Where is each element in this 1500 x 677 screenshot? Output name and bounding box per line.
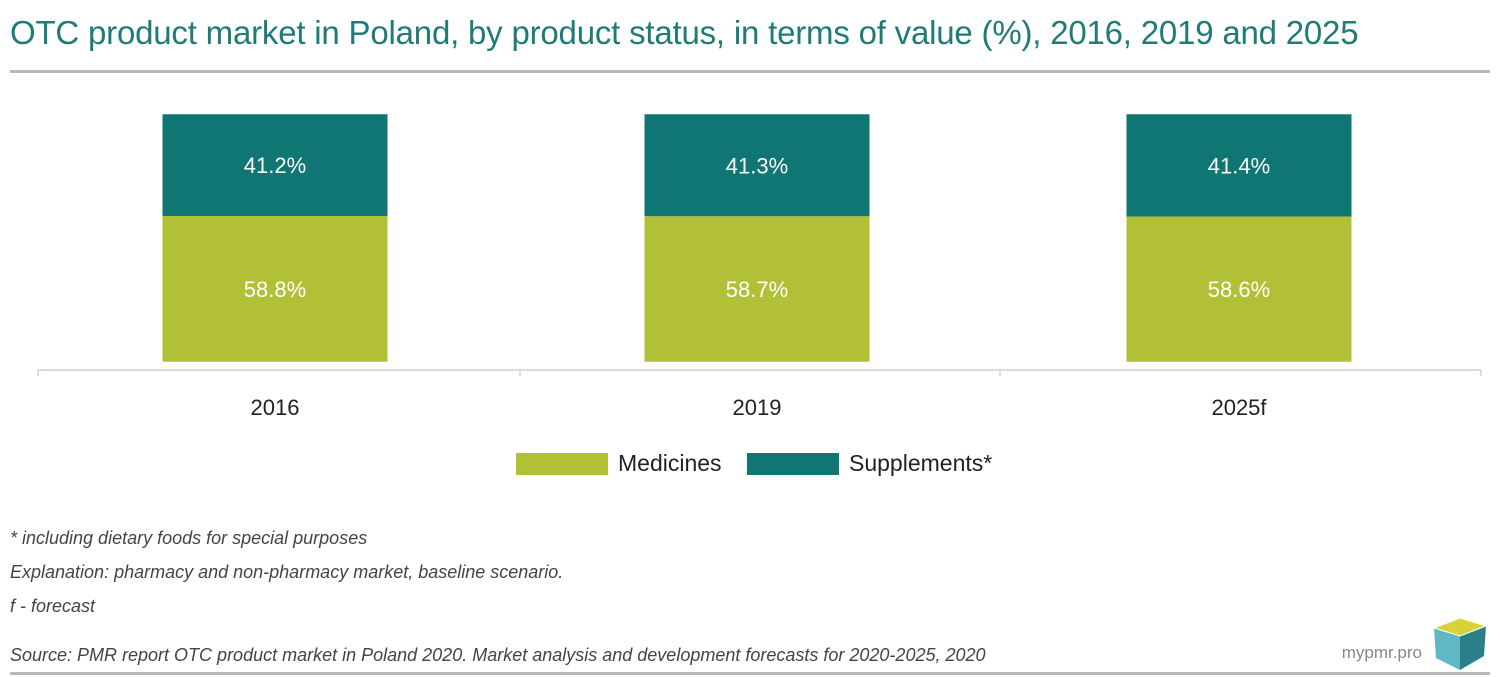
explanation-note: Explanation: pharmacy and non-pharmacy m… [10, 562, 564, 582]
bar-medicines-2016 [162, 216, 388, 362]
source-note: Source: PMR report OTC product market in… [10, 645, 986, 665]
forecast-note: f - forecast [10, 596, 96, 616]
footer-divider [10, 672, 1490, 675]
legend-label-supplements: Supplements* [849, 450, 993, 476]
bar-supplements-2019 [644, 114, 870, 217]
stacked-bar-chart: 58.8% 41.2% 2016 58.7% 41.3% 2019 58.6% 41.4% 20… [37, 114, 1482, 420]
bar-medicines-2025f [1126, 216, 1352, 362]
legend-item-medicines: Medicines [516, 450, 722, 477]
legend-label-medicines: Medicines [618, 450, 722, 476]
data-label-medicines-2019: 58.7% [726, 277, 788, 302]
legend-swatch-medicines [516, 452, 608, 475]
data-label-supplements-2019: 41.3% [726, 153, 788, 178]
bar-medicines-2019 [644, 216, 870, 362]
legend-swatch-supplements [747, 452, 839, 475]
data-label-supplements-2016: 41.2% [244, 153, 306, 178]
bar-supplements-2016 [162, 114, 388, 216]
legend-item-supplements: Supplements* [747, 450, 992, 477]
title-divider [10, 70, 1490, 73]
data-label-supplements-2025f: 41.4% [1208, 153, 1270, 178]
footnote: * including dietary foods for special pu… [10, 528, 368, 548]
bar-supplements-2025f [1126, 114, 1352, 217]
data-label-medicines-2016: 58.8% [244, 277, 306, 302]
x-tick-label-2016: 2016 [251, 395, 300, 420]
chart-title: OTC product market in Poland, by product… [10, 14, 1359, 51]
x-tick-label-2025f: 2025f [1211, 395, 1267, 420]
brand-text: mypmr.pro [1341, 643, 1422, 662]
x-tick-label-2019: 2019 [733, 395, 782, 420]
cube-logo-icon [1432, 617, 1488, 670]
chart-legend: Medicines Supplements* [0, 450, 1500, 486]
data-label-medicines-2025f: 58.6% [1208, 277, 1270, 302]
